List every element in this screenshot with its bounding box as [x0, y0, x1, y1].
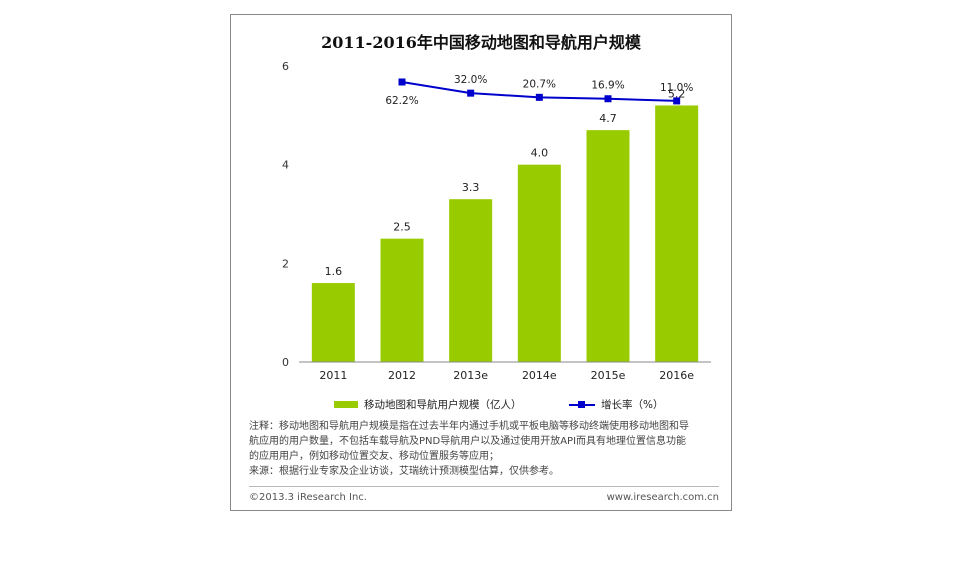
copyright-text: ©2013.3 iResearch Inc.	[249, 492, 367, 503]
y-tick-label: 4	[282, 159, 289, 172]
growth-rate-labels: 62.2% 32.0% 20.7% 16.9% 11.0%	[385, 74, 693, 107]
legend-label-bar: 移动地图和导航用户规模（亿人）	[364, 399, 522, 411]
note-line: 的应用用户，例如移动位置交友、移动位置服务等应用；	[249, 451, 499, 462]
growth-rate-marker	[535, 93, 543, 101]
note-line: 航应用的用户数量，不包括车载导航及PND导航用户以及通过使用开放API而具有地理…	[249, 436, 687, 447]
growth-rate-marker	[398, 78, 406, 86]
legend-item-line: 增长率（%）	[569, 397, 663, 412]
footer-divider	[249, 486, 719, 487]
bar-value-label: 3.3	[462, 181, 480, 194]
source-line: 来源：根据行业专家及企业访谈，艾瑞统计预测模型估算，仅供参考。	[249, 466, 559, 477]
y-tick-label: 2	[282, 257, 289, 270]
bar	[517, 164, 561, 362]
bar-value-label: 1.6	[325, 265, 343, 278]
bar	[449, 199, 493, 362]
bar	[655, 105, 699, 362]
growth-rate-label: 20.7%	[523, 78, 556, 90]
chart-frame: 2011-2016年中国移动地图和导航用户规模 1.6 2.5 3.3 4.0 4.7 5…	[230, 14, 732, 511]
bar	[380, 238, 424, 362]
x-tick-label: 2015e	[591, 369, 626, 382]
growth-rate-label: 16.9%	[591, 80, 624, 92]
legend-item-bar: 移动地图和导航用户规模（亿人）	[334, 397, 522, 412]
y-tick-label: 0	[282, 356, 289, 369]
chart-notes: 注释：移动地图和导航用户规模是指在过去半年内通过手机或平板电脑等移动终端使用移动…	[249, 419, 719, 479]
x-tick-label: 2011	[319, 369, 347, 382]
growth-rate-label: 62.2%	[385, 95, 418, 107]
bar-series	[311, 105, 699, 362]
bar-value-label: 2.5	[393, 221, 411, 234]
website-link[interactable]: www.iresearch.com.cn	[606, 492, 719, 503]
y-tick-label: 6	[282, 60, 289, 73]
x-tick-label: 2013e	[453, 369, 488, 382]
x-tick-label: 2016e	[659, 369, 694, 382]
y-axis: 0 2 4 6	[282, 60, 289, 369]
x-tick-label: 2014e	[522, 369, 557, 382]
bar	[586, 130, 630, 362]
chart-plot: 1.62.53.34.04.75.2 2011 2012 2013e 2014e 201…	[282, 60, 711, 382]
growth-rate-marker	[673, 97, 681, 105]
legend-swatch-bar	[334, 401, 358, 408]
x-tick-label: 2012	[388, 369, 416, 382]
growth-rate-marker	[467, 89, 475, 97]
growth-rate-label: 32.0%	[454, 74, 487, 86]
bar-value-labels: 1.6 2.5 3.3 4.0 4.7 5.2	[325, 87, 686, 278]
bar-value-label: 5.2	[668, 87, 686, 100]
bar-value-label: 4.7	[599, 112, 617, 125]
legend-swatch-line	[569, 400, 595, 410]
chart-title: 2011-2016年中国移动地图和导航用户规模	[321, 33, 641, 52]
x-axis: 2011 2012 2013e 2014e 2015e 2016e	[299, 361, 711, 382]
legend-label-line: 增长率（%）	[601, 399, 664, 411]
note-line: 注释：移动地图和导航用户规模是指在过去半年内通过手机或平板电脑等移动终端使用移动…	[249, 421, 689, 432]
bar-value-label: 4.0	[531, 147, 549, 160]
growth-rate-label: 11.0%	[660, 82, 693, 94]
growth-rate-marker	[604, 95, 612, 103]
bar	[311, 283, 355, 362]
growth-rate-series	[398, 78, 681, 105]
